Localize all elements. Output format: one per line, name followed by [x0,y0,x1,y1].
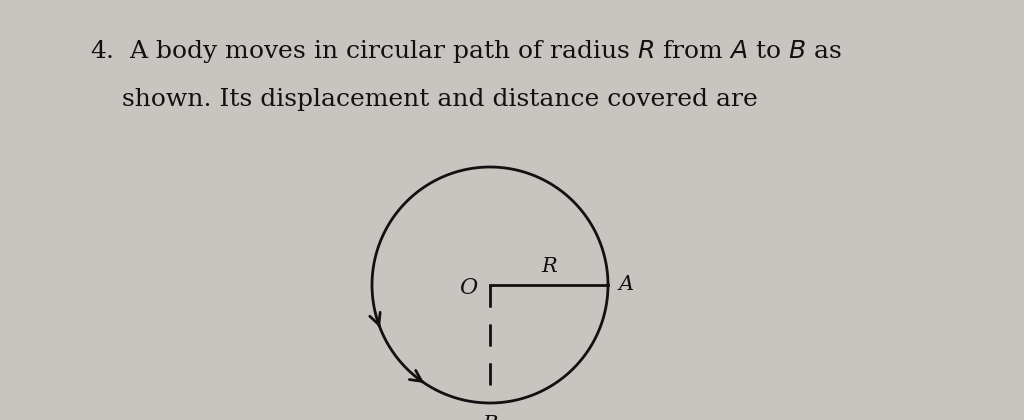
Text: R: R [541,257,557,276]
Text: O: O [459,277,477,299]
Text: A: A [618,276,634,294]
Text: 4.  A body moves in circular path of radius $R$ from $A$ to $B$ as: 4. A body moves in circular path of radi… [90,38,842,65]
Text: B: B [482,415,498,420]
Text: shown. Its displacement and distance covered are: shown. Its displacement and distance cov… [90,88,758,111]
